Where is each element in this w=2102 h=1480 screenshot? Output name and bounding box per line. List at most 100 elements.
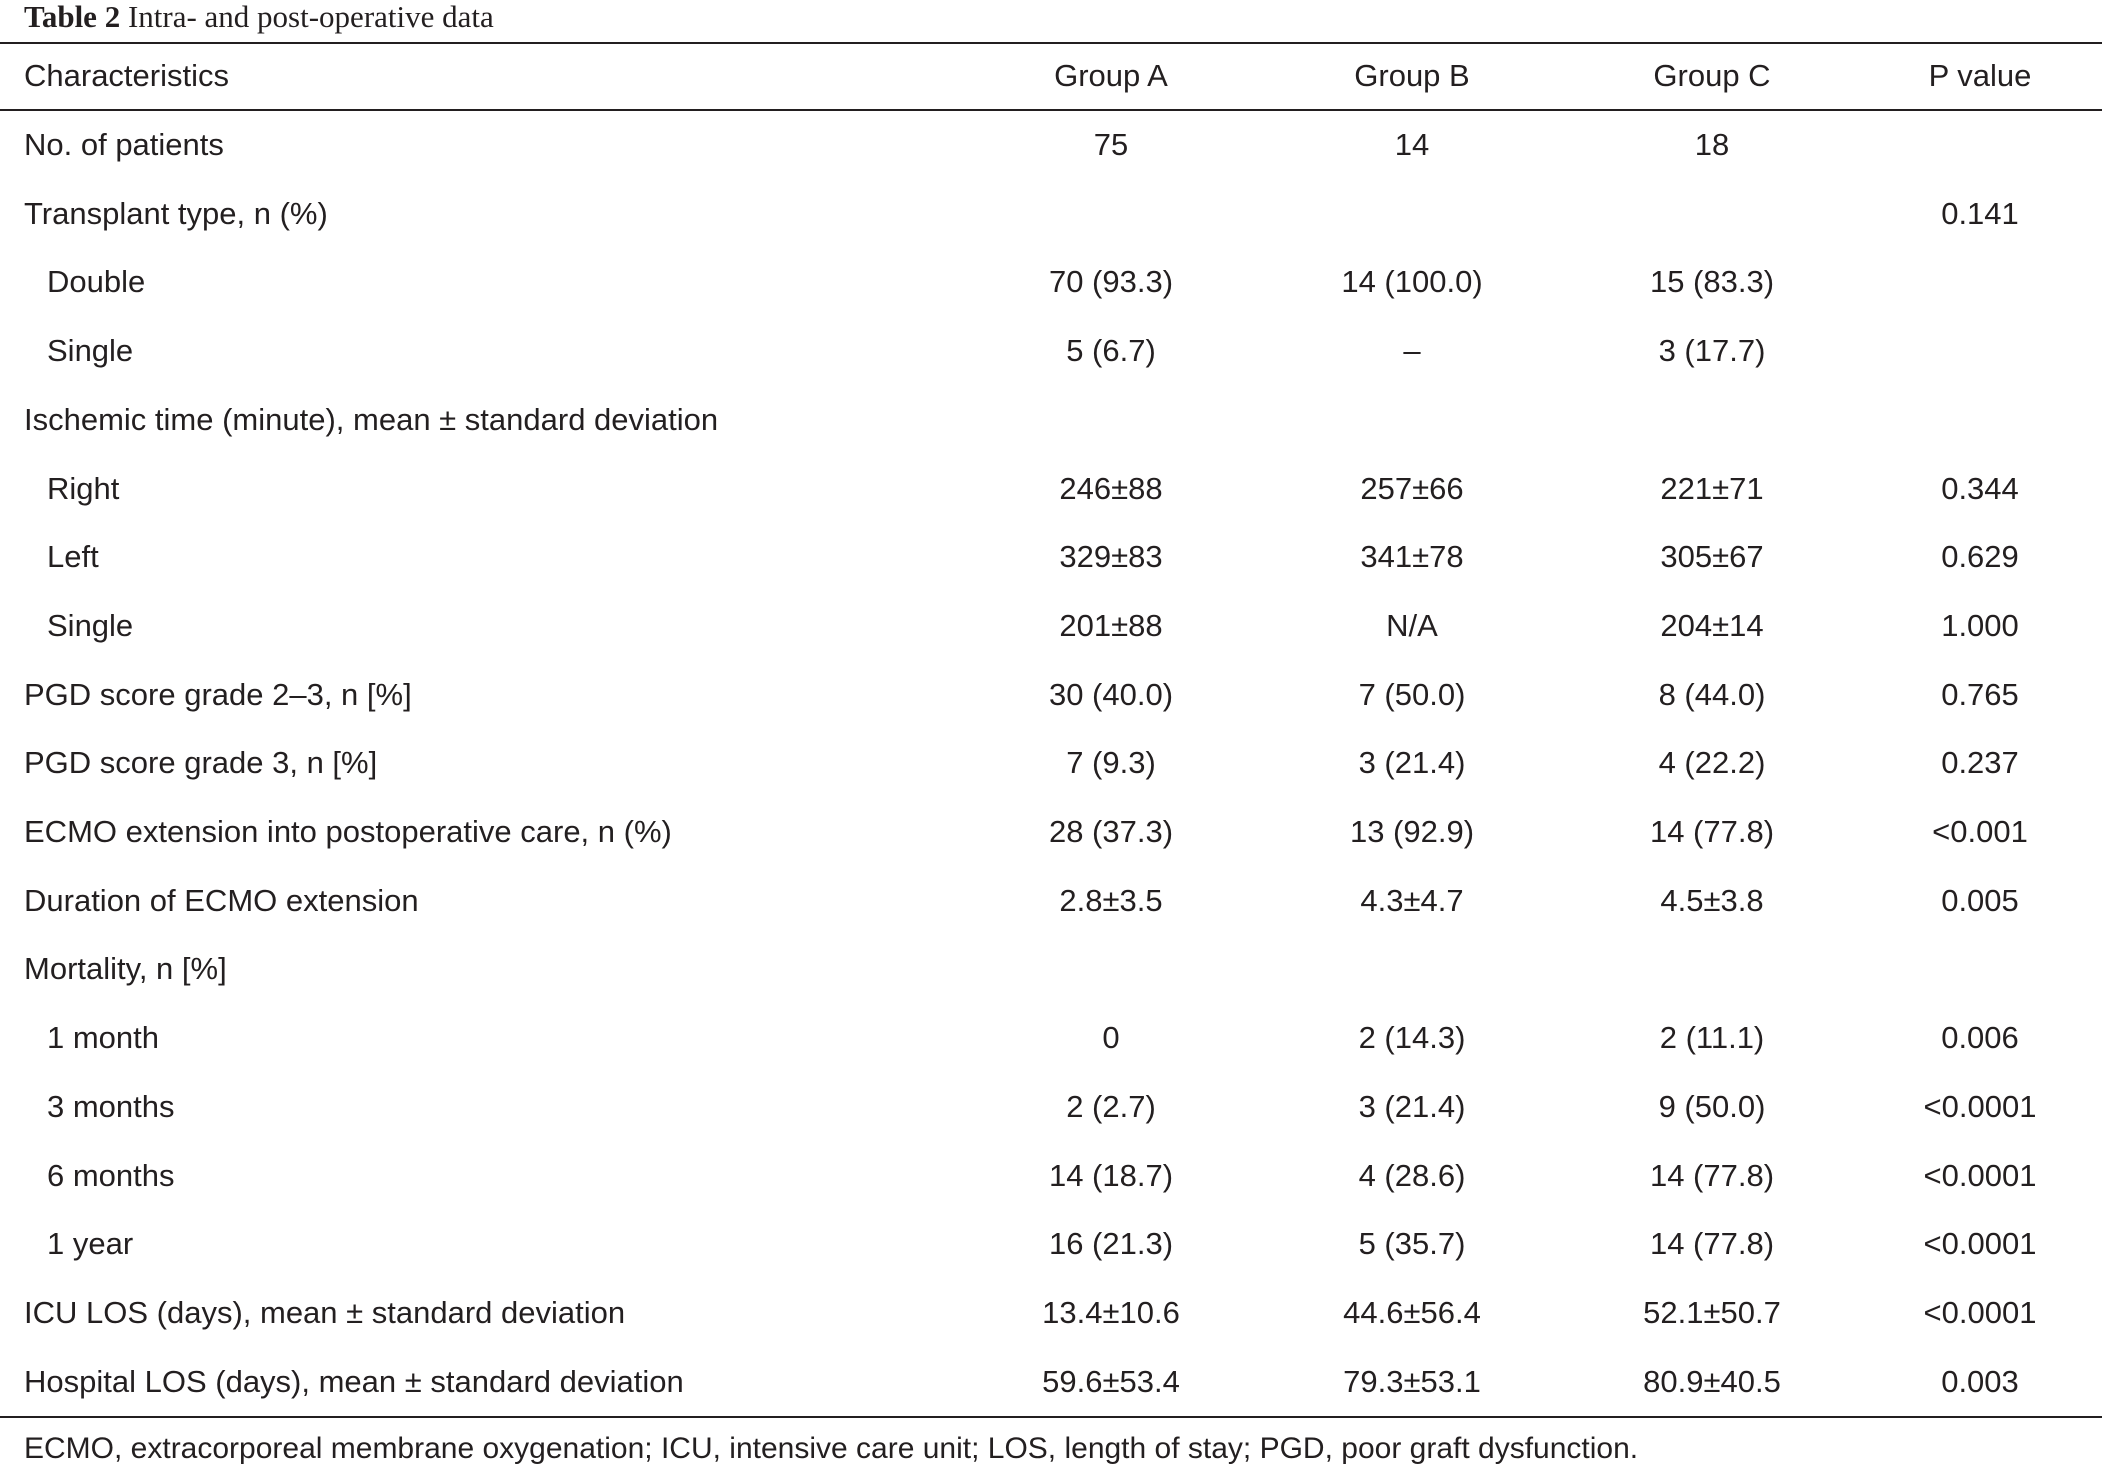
cell-group-b: 4 (28.6) — [1358, 1157, 1466, 1193]
header-group-a: Group A — [1054, 58, 1168, 93]
cell-group-b: 257±66 — [1360, 470, 1464, 506]
table-row: 1 month 0 2 (14.3) 2 (11.1) 0.006 — [0, 1004, 2102, 1072]
row-label: Duration of ECMO extension — [24, 882, 419, 918]
cell-p-value: 0.141 — [1941, 195, 2019, 231]
table-row: 3 months 2 (2.7) 3 (21.4) 9 (50.0) <0.0001 — [0, 1073, 2102, 1141]
cell-group-b: 3 (21.4) — [1358, 745, 1466, 781]
table-row: Hospital LOS (days), mean ± standard dev… — [0, 1348, 2102, 1416]
cell-group-c: 52.1±50.7 — [1643, 1294, 1781, 1330]
table-row: PGD score grade 2–3, n [%] 30 (40.0) 7 (50… — [0, 661, 2102, 729]
cell-group-c — [1562, 386, 1862, 454]
cell-p-value: 0.344 — [1941, 470, 2019, 506]
cell-p-value: <0.0001 — [1923, 1226, 2037, 1262]
cell-p-value: 0.006 — [1941, 1020, 2019, 1056]
cell-group-b: 14 (100.0) — [1341, 264, 1483, 300]
table-row: Right 246±88 257±66 221±71 0.344 — [0, 455, 2102, 523]
cell-group-a: 246±88 — [1059, 470, 1163, 506]
cell-group-c: 305±67 — [1660, 539, 1764, 575]
row-label: ECMO extension into postoperative care, … — [24, 814, 672, 849]
cell-group-c: 4 (22.2) — [1658, 745, 1766, 781]
cell-group-c: 18 — [1694, 127, 1730, 162]
cell-p-value: 0.237 — [1941, 745, 2019, 781]
cell-group-c: 80.9±40.5 — [1643, 1363, 1781, 1399]
cell-group-c — [1562, 180, 1862, 248]
cell-group-c: 14 (77.8) — [1649, 814, 1775, 849]
cell-p-value: 1.000 — [1941, 607, 2019, 643]
cell-group-b — [1262, 180, 1562, 248]
cell-group-a: 75 — [1093, 127, 1129, 162]
row-label: Mortality, n [%] — [24, 951, 227, 987]
cell-group-a: 14 (18.7) — [1048, 1157, 1174, 1193]
table-row: ICU LOS (days), mean ± standard deviatio… — [0, 1279, 2102, 1347]
cell-p-value — [1830, 935, 2102, 1003]
cell-group-b: 79.3±53.1 — [1343, 1363, 1481, 1399]
table-row: No. of patients 75 14 18 — [0, 111, 2102, 179]
cell-group-b: 2 (14.3) — [1358, 1020, 1466, 1056]
cell-p-value — [1830, 386, 2102, 454]
cell-group-a: 16 (21.3) — [1048, 1226, 1174, 1262]
cell-group-a: 13.4±10.6 — [1042, 1294, 1180, 1330]
row-label: PGD score grade 2–3, n [%] — [24, 676, 412, 712]
cell-group-a: 2.8±3.5 — [1059, 882, 1163, 918]
cell-group-b: 14 — [1394, 127, 1430, 162]
table-caption-text: Intra- and post-operative data — [120, 0, 494, 34]
cell-group-b: N/A — [1386, 607, 1438, 643]
cell-group-b: 44.6±56.4 — [1343, 1294, 1481, 1330]
row-label: ICU LOS (days), mean ± standard deviatio… — [24, 1294, 626, 1330]
row-label: 1 month — [47, 1020, 160, 1056]
cell-group-b — [1262, 935, 1562, 1003]
header-characteristics: Characteristics — [24, 58, 229, 93]
cell-group-a: 0 — [1102, 1020, 1120, 1056]
table-row: Mortality, n [%] — [0, 935, 2102, 1003]
cell-group-a: 59.6±53.4 — [1042, 1363, 1180, 1399]
cell-group-c: 4.5±3.8 — [1660, 882, 1764, 918]
header-p-value: P value — [1928, 58, 2032, 93]
row-label: Hospital LOS (days), mean ± standard dev… — [24, 1363, 684, 1399]
row-label: Right — [47, 470, 120, 506]
cell-group-c: 204±14 — [1660, 607, 1764, 643]
cell-group-a: 70 (93.3) — [1048, 264, 1174, 300]
cell-group-a: 329±83 — [1059, 539, 1163, 575]
cell-group-b: 5 (35.7) — [1358, 1226, 1466, 1262]
cell-p-value: 0.003 — [1941, 1363, 2019, 1399]
row-label: PGD score grade 3, n [%] — [24, 745, 378, 781]
cell-group-a: 7 (9.3) — [1066, 745, 1156, 781]
table-header-rule — [0, 109, 2102, 111]
table-row: ECMO extension into postoperative care, … — [0, 798, 2102, 866]
row-label: Left — [47, 539, 99, 575]
cell-p-value — [1830, 111, 2102, 179]
cell-group-b: 341±78 — [1360, 539, 1464, 575]
row-label: Transplant type, n (%) — [24, 195, 328, 231]
row-label: 1 year — [47, 1226, 134, 1262]
header-group-c: Group C — [1653, 58, 1771, 93]
cell-group-b: 4.3±4.7 — [1360, 882, 1464, 918]
cell-group-c: 221±71 — [1660, 470, 1764, 506]
table-row: Duration of ECMO extension 2.8±3.5 4.3±4.7… — [0, 867, 2102, 935]
cell-p-value — [1830, 248, 2102, 316]
cell-group-a: 5 (6.7) — [1066, 333, 1156, 369]
cell-group-a: 30 (40.0) — [1048, 676, 1174, 712]
cell-group-c: 15 (83.3) — [1649, 264, 1775, 300]
row-label: Single — [47, 607, 134, 643]
table-row: Ischemic time (minute), mean ± standard … — [0, 386, 2102, 454]
table-row: Single 5 (6.7) – 3 (17.7) — [0, 317, 2102, 385]
cell-group-b — [1262, 386, 1562, 454]
cell-group-c: 3 (17.7) — [1658, 333, 1766, 369]
table-row: Left 329±83 341±78 305±67 0.629 — [0, 523, 2102, 591]
row-label: Ischemic time (minute), mean ± standard … — [24, 401, 719, 437]
cell-group-c: 8 (44.0) — [1658, 676, 1766, 712]
table-row: 1 year 16 (21.3) 5 (35.7) 14 (77.8) <0.0001 — [0, 1210, 2102, 1278]
cell-group-c: 14 (77.8) — [1649, 1157, 1775, 1193]
table-row: Transplant type, n (%) 0.141 — [0, 180, 2102, 248]
cell-p-value: <0.0001 — [1923, 1157, 2037, 1193]
cell-group-a — [961, 935, 1261, 1003]
cell-p-value: <0.0001 — [1923, 1088, 2037, 1124]
cell-group-b: 13 (92.9) — [1349, 814, 1475, 849]
table-caption-label: Table 2 — [24, 0, 121, 34]
cell-group-b: 7 (50.0) — [1358, 676, 1466, 712]
row-label: Double — [47, 264, 146, 300]
cell-p-value: 0.629 — [1941, 539, 2019, 575]
cell-group-b: 3 (21.4) — [1358, 1088, 1466, 1124]
table-row: PGD score grade 3, n [%] 7 (9.3) 3 (21.4) 4… — [0, 729, 2102, 797]
table-footnote: ECMO, extracorporeal membrane oxygenatio… — [24, 1432, 1639, 1465]
